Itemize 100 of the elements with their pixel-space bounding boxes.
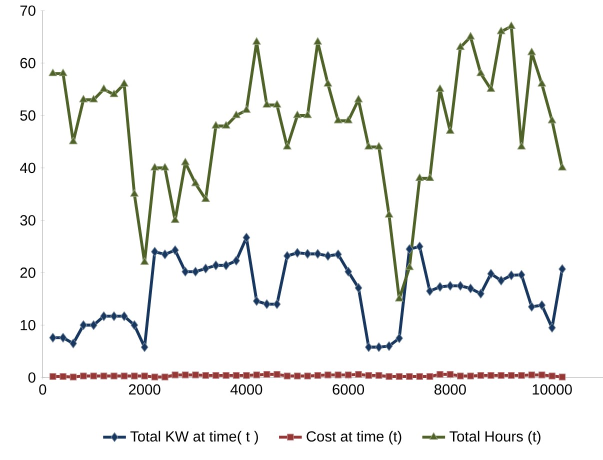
point — [406, 244, 414, 254]
point — [120, 311, 128, 321]
point — [182, 371, 189, 378]
point — [324, 371, 332, 378]
y-tick-label: 30 — [20, 215, 36, 226]
point — [263, 299, 271, 309]
point — [294, 372, 301, 380]
point — [466, 283, 474, 294]
point — [477, 288, 484, 298]
point — [262, 100, 272, 108]
point — [538, 371, 546, 378]
point — [558, 264, 566, 274]
point — [140, 342, 148, 352]
point — [548, 372, 556, 380]
point — [518, 372, 525, 379]
point — [212, 260, 220, 270]
point — [80, 372, 87, 380]
point — [252, 37, 261, 45]
point — [100, 372, 108, 380]
x-tick-label: 4000 — [230, 384, 262, 395]
point — [487, 268, 495, 279]
point — [344, 371, 352, 378]
legend-label: Cost at time (t) — [306, 430, 402, 444]
point — [282, 142, 292, 150]
point — [303, 110, 312, 118]
point — [192, 266, 200, 276]
point — [284, 372, 291, 380]
point — [334, 116, 342, 124]
point — [385, 341, 393, 351]
point — [476, 68, 486, 76]
point — [150, 162, 160, 170]
point — [538, 300, 546, 310]
point — [201, 194, 210, 202]
point — [375, 372, 382, 379]
y-tick-label: 50 — [20, 110, 36, 121]
point — [110, 311, 118, 321]
point — [354, 282, 362, 293]
point — [100, 311, 108, 321]
point — [294, 248, 302, 258]
point — [426, 173, 434, 181]
point — [508, 372, 515, 379]
y-tick-label: 10 — [20, 320, 36, 330]
point — [263, 370, 270, 378]
point — [313, 37, 322, 45]
point — [396, 333, 403, 343]
point — [436, 84, 444, 92]
point — [488, 372, 494, 379]
point — [58, 68, 68, 76]
point — [232, 110, 241, 118]
point — [170, 215, 180, 223]
point — [182, 266, 190, 276]
point — [272, 100, 282, 108]
point — [100, 84, 108, 92]
point — [416, 372, 424, 380]
point — [202, 372, 210, 379]
point — [415, 173, 424, 181]
point — [517, 142, 526, 150]
point — [140, 257, 149, 265]
point — [446, 126, 454, 134]
point — [416, 242, 424, 252]
point — [130, 372, 138, 380]
point — [477, 372, 484, 379]
point — [364, 342, 372, 352]
point — [365, 372, 372, 379]
point — [232, 256, 240, 266]
point — [466, 32, 475, 40]
point — [242, 105, 251, 113]
point — [293, 110, 302, 118]
point — [344, 266, 352, 276]
point — [192, 371, 199, 378]
point — [355, 370, 362, 378]
point — [243, 372, 250, 379]
point — [49, 332, 57, 342]
point — [151, 373, 158, 380]
point — [436, 282, 444, 292]
point — [160, 162, 170, 170]
point — [456, 42, 465, 50]
point — [222, 260, 230, 270]
point — [90, 320, 98, 330]
x-tick-label: 2000 — [128, 384, 160, 395]
point — [304, 248, 312, 259]
point — [253, 371, 260, 378]
point — [89, 94, 98, 102]
point — [507, 21, 516, 29]
point — [70, 373, 77, 380]
point — [212, 120, 220, 128]
point — [528, 371, 536, 378]
x-tick-label: 6000 — [332, 384, 364, 395]
point — [171, 245, 179, 255]
point — [141, 372, 148, 380]
point — [384, 210, 394, 218]
point — [486, 84, 496, 92]
point — [386, 372, 392, 380]
point — [538, 79, 546, 87]
point — [406, 372, 413, 380]
point — [498, 372, 505, 379]
point — [396, 372, 403, 380]
point — [436, 370, 444, 378]
point — [80, 320, 88, 330]
point — [456, 280, 464, 291]
